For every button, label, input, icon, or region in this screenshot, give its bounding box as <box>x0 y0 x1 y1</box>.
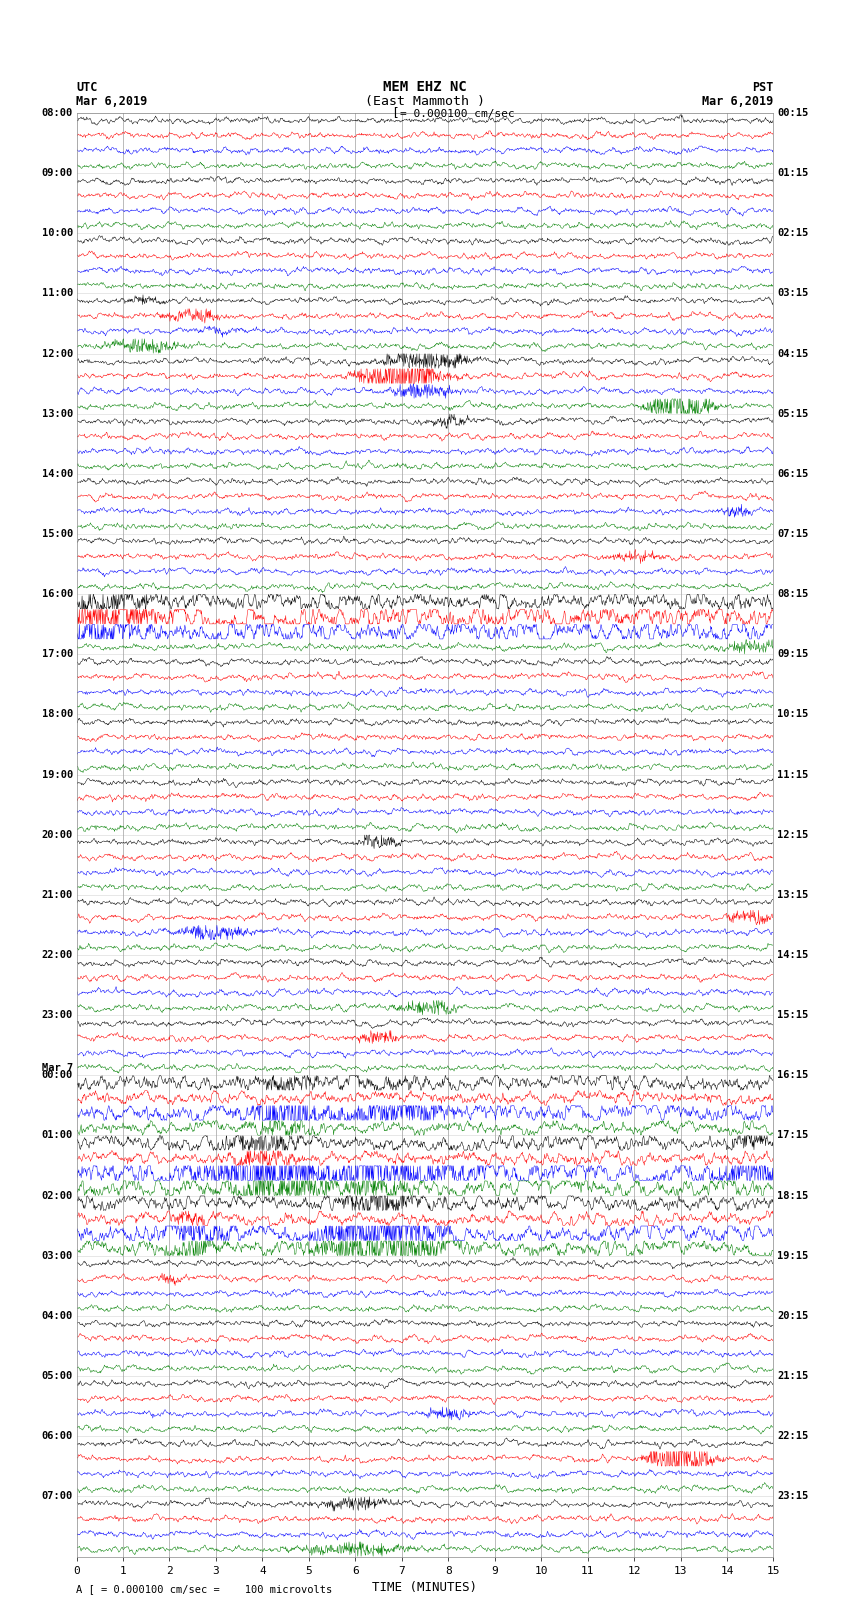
Text: 20:00: 20:00 <box>42 829 73 840</box>
Text: 01:00: 01:00 <box>42 1131 73 1140</box>
Text: 04:15: 04:15 <box>777 348 808 358</box>
Text: = 0.000100 cm/sec: = 0.000100 cm/sec <box>400 110 514 119</box>
Text: 23:00: 23:00 <box>42 1010 73 1019</box>
Text: 08:15: 08:15 <box>777 589 808 598</box>
Text: 15:15: 15:15 <box>777 1010 808 1019</box>
Text: 19:00: 19:00 <box>42 769 73 779</box>
Text: (East Mammoth ): (East Mammoth ) <box>365 95 485 108</box>
Text: 19:15: 19:15 <box>777 1250 808 1261</box>
Text: 03:00: 03:00 <box>42 1250 73 1261</box>
Text: 12:00: 12:00 <box>42 348 73 358</box>
Text: 02:15: 02:15 <box>777 227 808 239</box>
X-axis label: TIME (MINUTES): TIME (MINUTES) <box>372 1581 478 1594</box>
Text: 21:00: 21:00 <box>42 890 73 900</box>
Text: Mar 7: Mar 7 <box>42 1063 73 1073</box>
Text: 14:15: 14:15 <box>777 950 808 960</box>
Text: MEM EHZ NC: MEM EHZ NC <box>383 81 467 94</box>
Text: 14:00: 14:00 <box>42 469 73 479</box>
Text: 09:15: 09:15 <box>777 650 808 660</box>
Text: PST: PST <box>752 81 774 94</box>
Text: 07:15: 07:15 <box>777 529 808 539</box>
Text: 06:00: 06:00 <box>42 1431 73 1442</box>
Text: 10:00: 10:00 <box>42 227 73 239</box>
Text: 13:15: 13:15 <box>777 890 808 900</box>
Text: 09:00: 09:00 <box>42 168 73 177</box>
Text: 15:00: 15:00 <box>42 529 73 539</box>
Text: 12:15: 12:15 <box>777 829 808 840</box>
Text: 03:15: 03:15 <box>777 289 808 298</box>
Text: 20:15: 20:15 <box>777 1311 808 1321</box>
Text: 05:15: 05:15 <box>777 408 808 419</box>
Text: 06:15: 06:15 <box>777 469 808 479</box>
Text: 11:00: 11:00 <box>42 289 73 298</box>
Text: 17:15: 17:15 <box>777 1131 808 1140</box>
Text: 13:00: 13:00 <box>42 408 73 419</box>
Text: 00:15: 00:15 <box>777 108 808 118</box>
Text: 07:00: 07:00 <box>42 1492 73 1502</box>
Text: UTC: UTC <box>76 81 98 94</box>
Text: 08:00: 08:00 <box>42 108 73 118</box>
Text: 18:15: 18:15 <box>777 1190 808 1200</box>
Text: Mar 6,2019: Mar 6,2019 <box>76 95 148 108</box>
Text: 18:00: 18:00 <box>42 710 73 719</box>
Text: 22:15: 22:15 <box>777 1431 808 1442</box>
Text: 00:00: 00:00 <box>42 1071 73 1081</box>
Text: Mar 6,2019: Mar 6,2019 <box>702 95 774 108</box>
Text: 16:15: 16:15 <box>777 1071 808 1081</box>
Text: 02:00: 02:00 <box>42 1190 73 1200</box>
Text: 10:15: 10:15 <box>777 710 808 719</box>
Text: 11:15: 11:15 <box>777 769 808 779</box>
Text: 04:00: 04:00 <box>42 1311 73 1321</box>
Text: 23:15: 23:15 <box>777 1492 808 1502</box>
Text: [: [ <box>392 106 399 119</box>
Text: 22:00: 22:00 <box>42 950 73 960</box>
Text: 21:15: 21:15 <box>777 1371 808 1381</box>
Text: 05:00: 05:00 <box>42 1371 73 1381</box>
Text: 17:00: 17:00 <box>42 650 73 660</box>
Text: 01:15: 01:15 <box>777 168 808 177</box>
Text: 16:00: 16:00 <box>42 589 73 598</box>
Text: A [ = 0.000100 cm/sec =    100 microvolts: A [ = 0.000100 cm/sec = 100 microvolts <box>76 1584 332 1594</box>
